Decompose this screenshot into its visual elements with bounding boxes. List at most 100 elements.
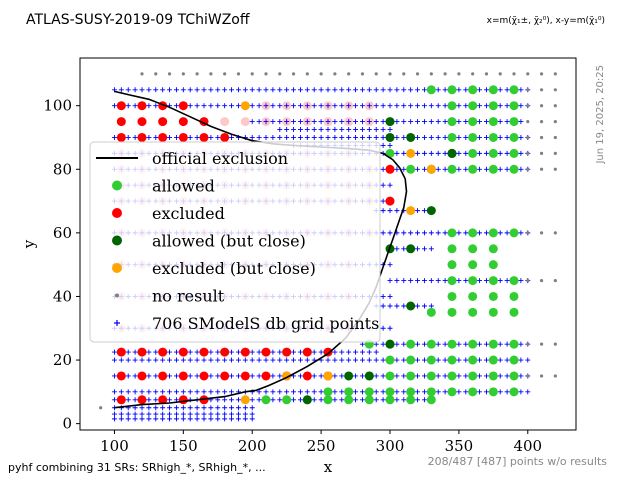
grid-point — [160, 389, 166, 395]
grid-point — [394, 166, 400, 172]
grid-point — [401, 373, 407, 379]
grid-point — [249, 397, 255, 403]
grid-point — [442, 373, 448, 379]
grid-point — [304, 119, 310, 125]
grid-point — [208, 373, 214, 379]
grid-point — [518, 341, 524, 347]
grid-point — [132, 397, 138, 403]
grid-point — [277, 127, 283, 133]
no-result-point — [553, 104, 557, 108]
grid-point — [270, 373, 276, 379]
grid-point — [277, 373, 283, 379]
allowed-point — [426, 339, 436, 349]
excluded-close-point — [240, 395, 250, 405]
legend-marker — [112, 263, 122, 273]
excluded-close-point — [323, 371, 333, 381]
grid-point — [167, 357, 173, 363]
grid-point — [353, 87, 359, 93]
grid-point — [242, 416, 248, 422]
grid-point — [311, 119, 317, 125]
grid-point — [387, 208, 393, 214]
no-result-point — [498, 72, 502, 76]
x-tick-label: 150 — [169, 437, 198, 455]
grid-point — [304, 134, 310, 140]
grid-point — [167, 389, 173, 395]
grid-point — [408, 103, 414, 109]
grid-point — [421, 103, 427, 109]
grid-point — [442, 341, 448, 347]
chart-title: ATLAS-SUSY-2019-09 TChiWZoff — [26, 12, 250, 28]
grid-point — [353, 397, 359, 403]
grid-point — [222, 103, 228, 109]
exclusion-line — [114, 90, 408, 409]
grid-point — [394, 278, 400, 284]
grid-point — [456, 389, 462, 395]
allowed-point — [344, 395, 354, 405]
grid-point — [291, 87, 297, 93]
grid-point — [435, 150, 441, 156]
grid-point — [421, 87, 427, 93]
grid-point — [194, 389, 200, 395]
grid-point — [463, 103, 469, 109]
no-result-point — [360, 72, 365, 76]
grid-point — [270, 134, 276, 140]
grid-point — [477, 103, 483, 109]
y-tick-label: 100 — [43, 97, 72, 115]
no-result-point — [484, 72, 489, 76]
grid-point — [125, 389, 131, 395]
no-result-point — [415, 72, 420, 76]
grid-point — [297, 397, 303, 403]
grid-point — [421, 208, 427, 214]
excluded-point — [116, 347, 126, 357]
grid-point — [256, 357, 262, 363]
grid-point — [229, 349, 235, 355]
grid-point — [442, 389, 448, 395]
grid-point — [125, 357, 131, 363]
excluded-point — [158, 395, 168, 405]
grid-point — [222, 411, 228, 417]
grid-point — [483, 87, 489, 93]
grid-point — [387, 262, 393, 268]
grid-point — [194, 357, 200, 363]
grid-point — [504, 150, 510, 156]
no-result-point — [250, 72, 254, 76]
grid-point — [249, 103, 255, 109]
grid-point — [235, 87, 241, 93]
grid-point — [153, 405, 159, 411]
excluded-point — [220, 132, 230, 142]
allowed-point — [468, 260, 478, 270]
allowed-point — [447, 355, 457, 365]
grid-point — [408, 119, 414, 125]
grid-point — [401, 103, 407, 109]
grid-point — [311, 134, 317, 140]
grid-point — [270, 389, 276, 395]
allowed-close-point — [364, 371, 374, 381]
grid-point — [111, 134, 117, 140]
allowed-point — [468, 101, 478, 111]
grid-point — [339, 87, 345, 93]
allowed-point — [323, 387, 333, 397]
grid-point — [215, 389, 221, 395]
grid-point — [277, 87, 283, 93]
y-tick-label: 60 — [53, 224, 72, 242]
grid-point — [187, 357, 193, 363]
excluded-point — [116, 132, 126, 142]
grid-point — [359, 397, 365, 403]
grid-point — [235, 373, 241, 379]
allowed-point — [488, 101, 498, 111]
grid-point — [208, 416, 214, 422]
grid-point — [132, 416, 138, 422]
grid-point — [394, 397, 400, 403]
grid-point — [456, 134, 462, 140]
grid-point — [332, 103, 338, 109]
grid-point — [291, 397, 297, 403]
grid-point — [504, 119, 510, 125]
legend-item: official exclusion — [96, 149, 288, 168]
grid-point — [373, 349, 379, 355]
grid-point — [504, 134, 510, 140]
grid-point — [366, 134, 372, 140]
grid-point — [229, 87, 235, 93]
grid-point — [318, 397, 324, 403]
grid-point — [463, 134, 469, 140]
grid-point — [380, 87, 386, 93]
